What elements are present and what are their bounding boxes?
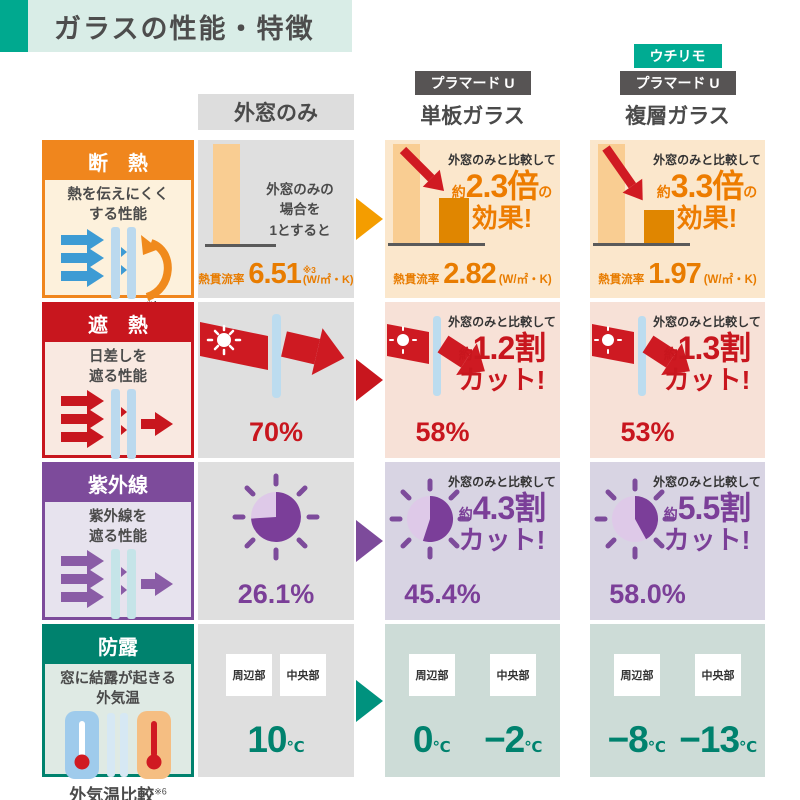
insulation-baseline-value: 熱貫流率 6.51 ※3 (W/㎡・K) [198, 258, 354, 290]
insulation-double-value: 熱貫流率 1.97 (W/㎡・K) [598, 258, 757, 290]
title-accent-square [0, 0, 28, 52]
flow-arrow-shading [356, 359, 383, 401]
title-band: ガラスの性能・特徴 [28, 0, 353, 52]
condensation-description: 窓に結露が起きる 外気温 [60, 671, 176, 707]
condensation-metric-label: 外気温比較※6 [69, 786, 167, 800]
insulation-single-claim: 外窓のみと比較して 約2.3倍の 効果! [448, 153, 556, 233]
row-label-uv: 紫外線 紫外線を 遮る性能 [42, 462, 194, 645]
column-header-single-glass: プラマード U 単板ガラス [385, 40, 560, 136]
title-bar: ガラスの性能・特徴 [0, 0, 353, 52]
page-title: ガラスの性能・特徴 [54, 13, 315, 44]
uv-double-cell: 外窓のみと比較して 約5.5割 カット! 58.0% [590, 462, 765, 620]
shading-description: 日差しを 遮る性能 [89, 349, 147, 385]
uv-double-value: 58.0% [609, 579, 686, 609]
shading-baseline-cell: 70% [198, 302, 354, 458]
perimeter-box: 周辺部 [409, 654, 455, 696]
condensation-single-cell: 周辺部 中央部 0℃ −2℃ [385, 624, 560, 777]
insulation-baseline-cell: 外窓のみの 場合を 1とすると 熱貫流率 6.51 ※3 (W/㎡・K) [198, 140, 354, 298]
insulation-double-claim: 外窓のみと比較して 約3.3倍の 効果! [653, 153, 761, 233]
flow-arrow-condensation [356, 679, 383, 722]
insulation-double-bar-chart [593, 144, 690, 246]
column-header-outer-window: 外窓のみ [198, 40, 354, 136]
condensation-single-boxes: 周辺部 中央部 [385, 654, 560, 696]
uv-baseline-cell: 26.1% [198, 462, 354, 620]
shading-double-value: 53% [620, 417, 675, 447]
shading-double-claim: 外窓のみと比較して 約1.3割 カット! [653, 315, 761, 395]
condensation-header: 防露 [45, 627, 191, 664]
uv-double-claim: 外窓のみと比較して 約5.5割 カット! [653, 475, 761, 555]
shading-double-cell: 外窓のみと比較して 約1.3割 カット! 53% [590, 302, 765, 458]
thermometer-icon [45, 709, 191, 781]
baseline-note: 外窓のみの 場合を 1とすると [266, 182, 334, 238]
uchirimo-badge: ウチリモ [633, 44, 722, 68]
comparison-grid: 外窓のみ プラマード U 単板ガラス ウチリモ プラマード U 複層ガラス 断 … [42, 40, 765, 800]
outer-window-header-box: 外窓のみ [198, 94, 354, 130]
flow-arrow-insulation [356, 198, 383, 240]
perimeter-box: 周辺部 [226, 654, 272, 696]
uv-single-sun-pie [389, 478, 471, 560]
uv-baseline-value: 26.1% [237, 579, 315, 609]
condensation-baseline-temp: 10℃ [247, 719, 305, 760]
row-label-condensation: 防露 窓に結露が起きる 外気温 外気温比較※6 [42, 624, 194, 800]
uv-baseline-sun-pie [232, 473, 320, 561]
row-label-shading: 遮 熱 日差しを 遮る性能 [42, 302, 194, 485]
condensation-single-temps: 0℃ −2℃ [412, 719, 543, 760]
insulation-single-value: 熱貫流率 2.82 (W/㎡・K) [393, 258, 552, 290]
shading-single-cell: 外窓のみと比較して 約1.2割 カット! 58% [385, 302, 560, 458]
uv-double-sun-pie [594, 478, 676, 560]
single-glass-label: 単板ガラス [420, 105, 525, 128]
shading-double-graphic [592, 316, 690, 396]
condensation-baseline-boxes: 周辺部 中央部 [198, 654, 354, 696]
shading-baseline-graphic [200, 314, 345, 398]
uv-icon [45, 547, 191, 621]
shading-baseline-value: 70% [248, 417, 304, 447]
plamado-u-badge: プラマード U [414, 71, 531, 95]
row-label-insulation: 断 熱 熱を伝えにくく する性能 [42, 140, 194, 325]
center-box: 中央部 [280, 654, 326, 696]
condensation-baseline-cell: 周辺部 中央部 10℃ [198, 624, 354, 777]
shading-single-claim: 外窓のみと比較して 約1.2割 カット! [448, 315, 556, 395]
plamado-u-badge-2: プラマード U [619, 71, 736, 95]
center-box: 中央部 [490, 654, 536, 696]
shading-single-value: 58% [415, 417, 470, 447]
uv-description: 紫外線を 遮る性能 [89, 509, 147, 545]
condensation-double-boxes: 周辺部 中央部 [590, 654, 765, 696]
uv-single-claim: 外窓のみと比較して 約4.3割 カット! [448, 475, 556, 555]
insulation-double-cell: 外窓のみと比較して 約3.3倍の 効果! 熱貫流率 1.97 (W/㎡・K) [590, 140, 765, 298]
double-glass-label: 複層ガラス [625, 105, 730, 128]
insulation-single-bar-chart [388, 144, 485, 246]
footnote-mark-6: ※6 [154, 786, 167, 797]
perimeter-box: 周辺部 [614, 654, 660, 696]
shading-single-graphic [387, 316, 485, 396]
condensation-double-cell: 周辺部 中央部 −8℃ −13℃ [590, 624, 765, 777]
uv-single-cell: 外窓のみと比較して 約4.3割 カット! 45.4% [385, 462, 560, 620]
insulation-header: 断 熱 [45, 143, 191, 180]
uv-single-value: 45.4% [404, 579, 481, 609]
shading-icon [45, 387, 191, 461]
shading-header: 遮 熱 [45, 305, 191, 342]
flow-arrow-uv [356, 520, 383, 562]
insulation-icon [45, 225, 191, 301]
insulation-description: 熱を伝えにくく する性能 [67, 187, 169, 223]
condensation-double-temps: −8℃ −13℃ [607, 719, 758, 760]
insulation-baseline-bar-chart [205, 144, 276, 247]
center-box: 中央部 [695, 654, 741, 696]
insulation-single-cell: 外窓のみと比較して 約2.3倍の 効果! 熱貫流率 2.82 (W/㎡・K) [385, 140, 560, 298]
column-header-double-glass: ウチリモ プラマード U 複層ガラス [590, 40, 765, 136]
uv-header: 紫外線 [45, 465, 191, 502]
